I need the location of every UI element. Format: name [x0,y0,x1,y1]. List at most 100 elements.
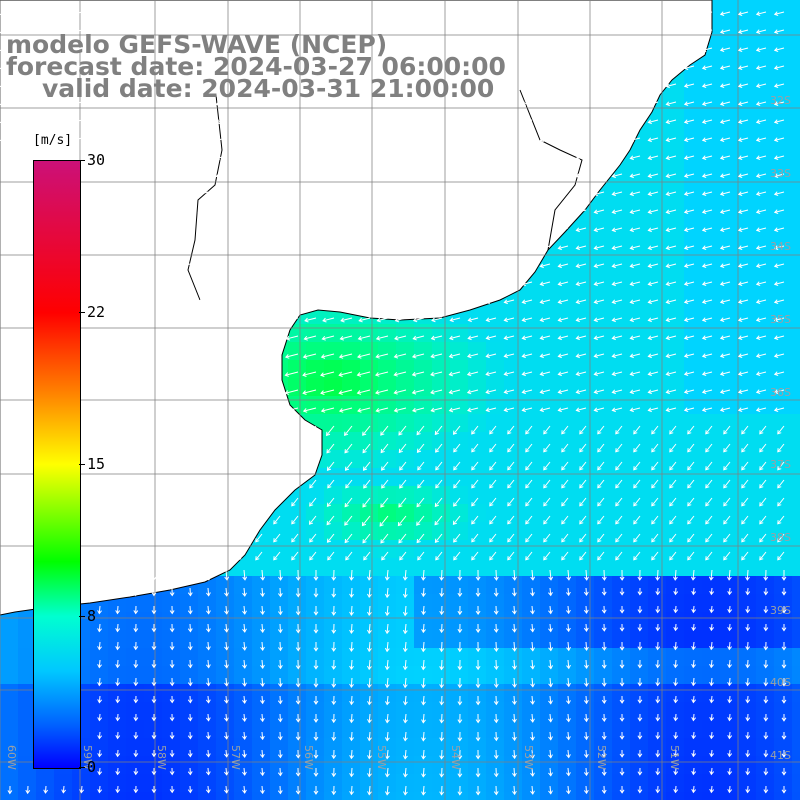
wind-speed-cell [450,414,469,433]
wind-speed-cell [792,90,800,109]
wind-speed-cell [792,576,800,595]
wind-speed-cell [702,450,721,469]
wind-speed-cell [720,234,739,253]
wind-speed-cell [486,738,505,757]
wind-speed-cell [468,756,487,775]
wind-speed-cell [252,594,271,613]
wind-speed-cell [198,666,217,685]
wind-speed-cell [792,774,800,793]
wind-speed-cell [792,54,800,73]
wind-speed-cell [288,774,307,793]
wind-speed-cell [306,540,325,559]
wind-speed-cell [450,468,469,487]
wind-speed-cell [756,0,775,19]
wind-speed-cell [288,504,307,523]
wind-speed-cell [198,792,217,800]
wind-speed-cell [594,414,613,433]
wind-speed-cell [738,288,757,307]
wind-speed-cell [774,504,793,523]
wind-speed-cell [540,558,559,577]
wind-speed-cell [342,342,361,361]
wind-speed-cell [306,594,325,613]
wind-speed-cell [270,756,289,775]
wind-speed-cell [180,792,199,800]
wind-speed-cell [756,216,775,235]
wind-speed-cell [666,432,685,451]
wind-speed-cell [756,504,775,523]
wind-speed-cell [720,468,739,487]
wind-speed-cell [630,738,649,757]
wind-speed-cell [162,612,181,631]
wind-speed-cell [774,108,793,127]
wind-speed-cell [144,594,163,613]
wind-speed-cell [792,540,800,559]
wind-speed-cell [684,324,703,343]
wind-speed-cell [738,486,757,505]
wind-speed-cell [234,792,253,800]
wind-speed-cell [630,468,649,487]
wind-speed-cell [738,792,757,800]
wind-speed-cell [504,684,523,703]
wind-speed-cell [540,414,559,433]
wind-speed-cell [702,396,721,415]
wind-speed-cell [126,774,145,793]
wind-speed-cell [216,774,235,793]
wind-speed-cell [720,72,739,91]
wind-speed-cell [720,360,739,379]
wind-speed-cell [180,666,199,685]
wind-speed-cell [126,666,145,685]
wind-speed-cell [270,522,289,541]
wind-speed-cell [702,216,721,235]
wind-speed-cell [612,468,631,487]
wind-speed-cell [0,684,19,703]
wind-speed-cell [504,630,523,649]
wind-speed-cell [162,774,181,793]
wind-speed-cell [450,774,469,793]
wind-speed-cell [684,342,703,361]
wind-speed-cell [738,36,757,55]
wind-speed-cell [558,522,577,541]
wind-speed-cell [252,774,271,793]
wind-speed-cell [396,486,415,505]
wind-speed-cell [216,702,235,721]
wind-speed-cell [738,162,757,181]
wind-speed-cell [378,342,397,361]
wind-speed-cell [684,288,703,307]
wind-speed-cell [756,126,775,145]
wind-speed-cell [540,486,559,505]
wind-speed-cell [450,486,469,505]
wind-speed-cell [612,720,631,739]
wind-speed-cell [702,144,721,163]
wind-speed-cell [756,72,775,91]
wind-speed-cell [540,720,559,739]
wind-speed-cell [468,450,487,469]
wind-speed-cell [540,774,559,793]
wind-speed-cell [540,468,559,487]
wind-speed-cell [612,504,631,523]
wind-speed-cell [324,558,343,577]
wind-speed-cell [432,594,451,613]
wind-speed-cell [630,414,649,433]
wind-speed-cell [180,720,199,739]
wind-speed-cell [216,684,235,703]
wind-speed-cell [792,702,800,721]
wind-speed-cell [522,504,541,523]
wind-speed-cell [198,612,217,631]
wind-speed-cell [720,198,739,217]
wind-speed-cell [774,18,793,37]
wind-speed-cell [558,504,577,523]
wind-speed-cell [666,468,685,487]
wind-speed-cell [792,594,800,613]
wind-speed-cell [720,54,739,73]
wind-speed-cell [774,270,793,289]
wind-speed-cell [522,414,541,433]
wind-speed-cell [360,324,379,343]
wind-speed-cell [738,216,757,235]
wind-speed-cell [360,396,379,415]
wind-speed-cell [378,324,397,343]
wind-speed-cell [396,450,415,469]
wind-speed-cell [702,306,721,325]
wind-speed-cell [378,360,397,379]
wind-speed-cell [468,432,487,451]
wind-speed-cell [648,702,667,721]
